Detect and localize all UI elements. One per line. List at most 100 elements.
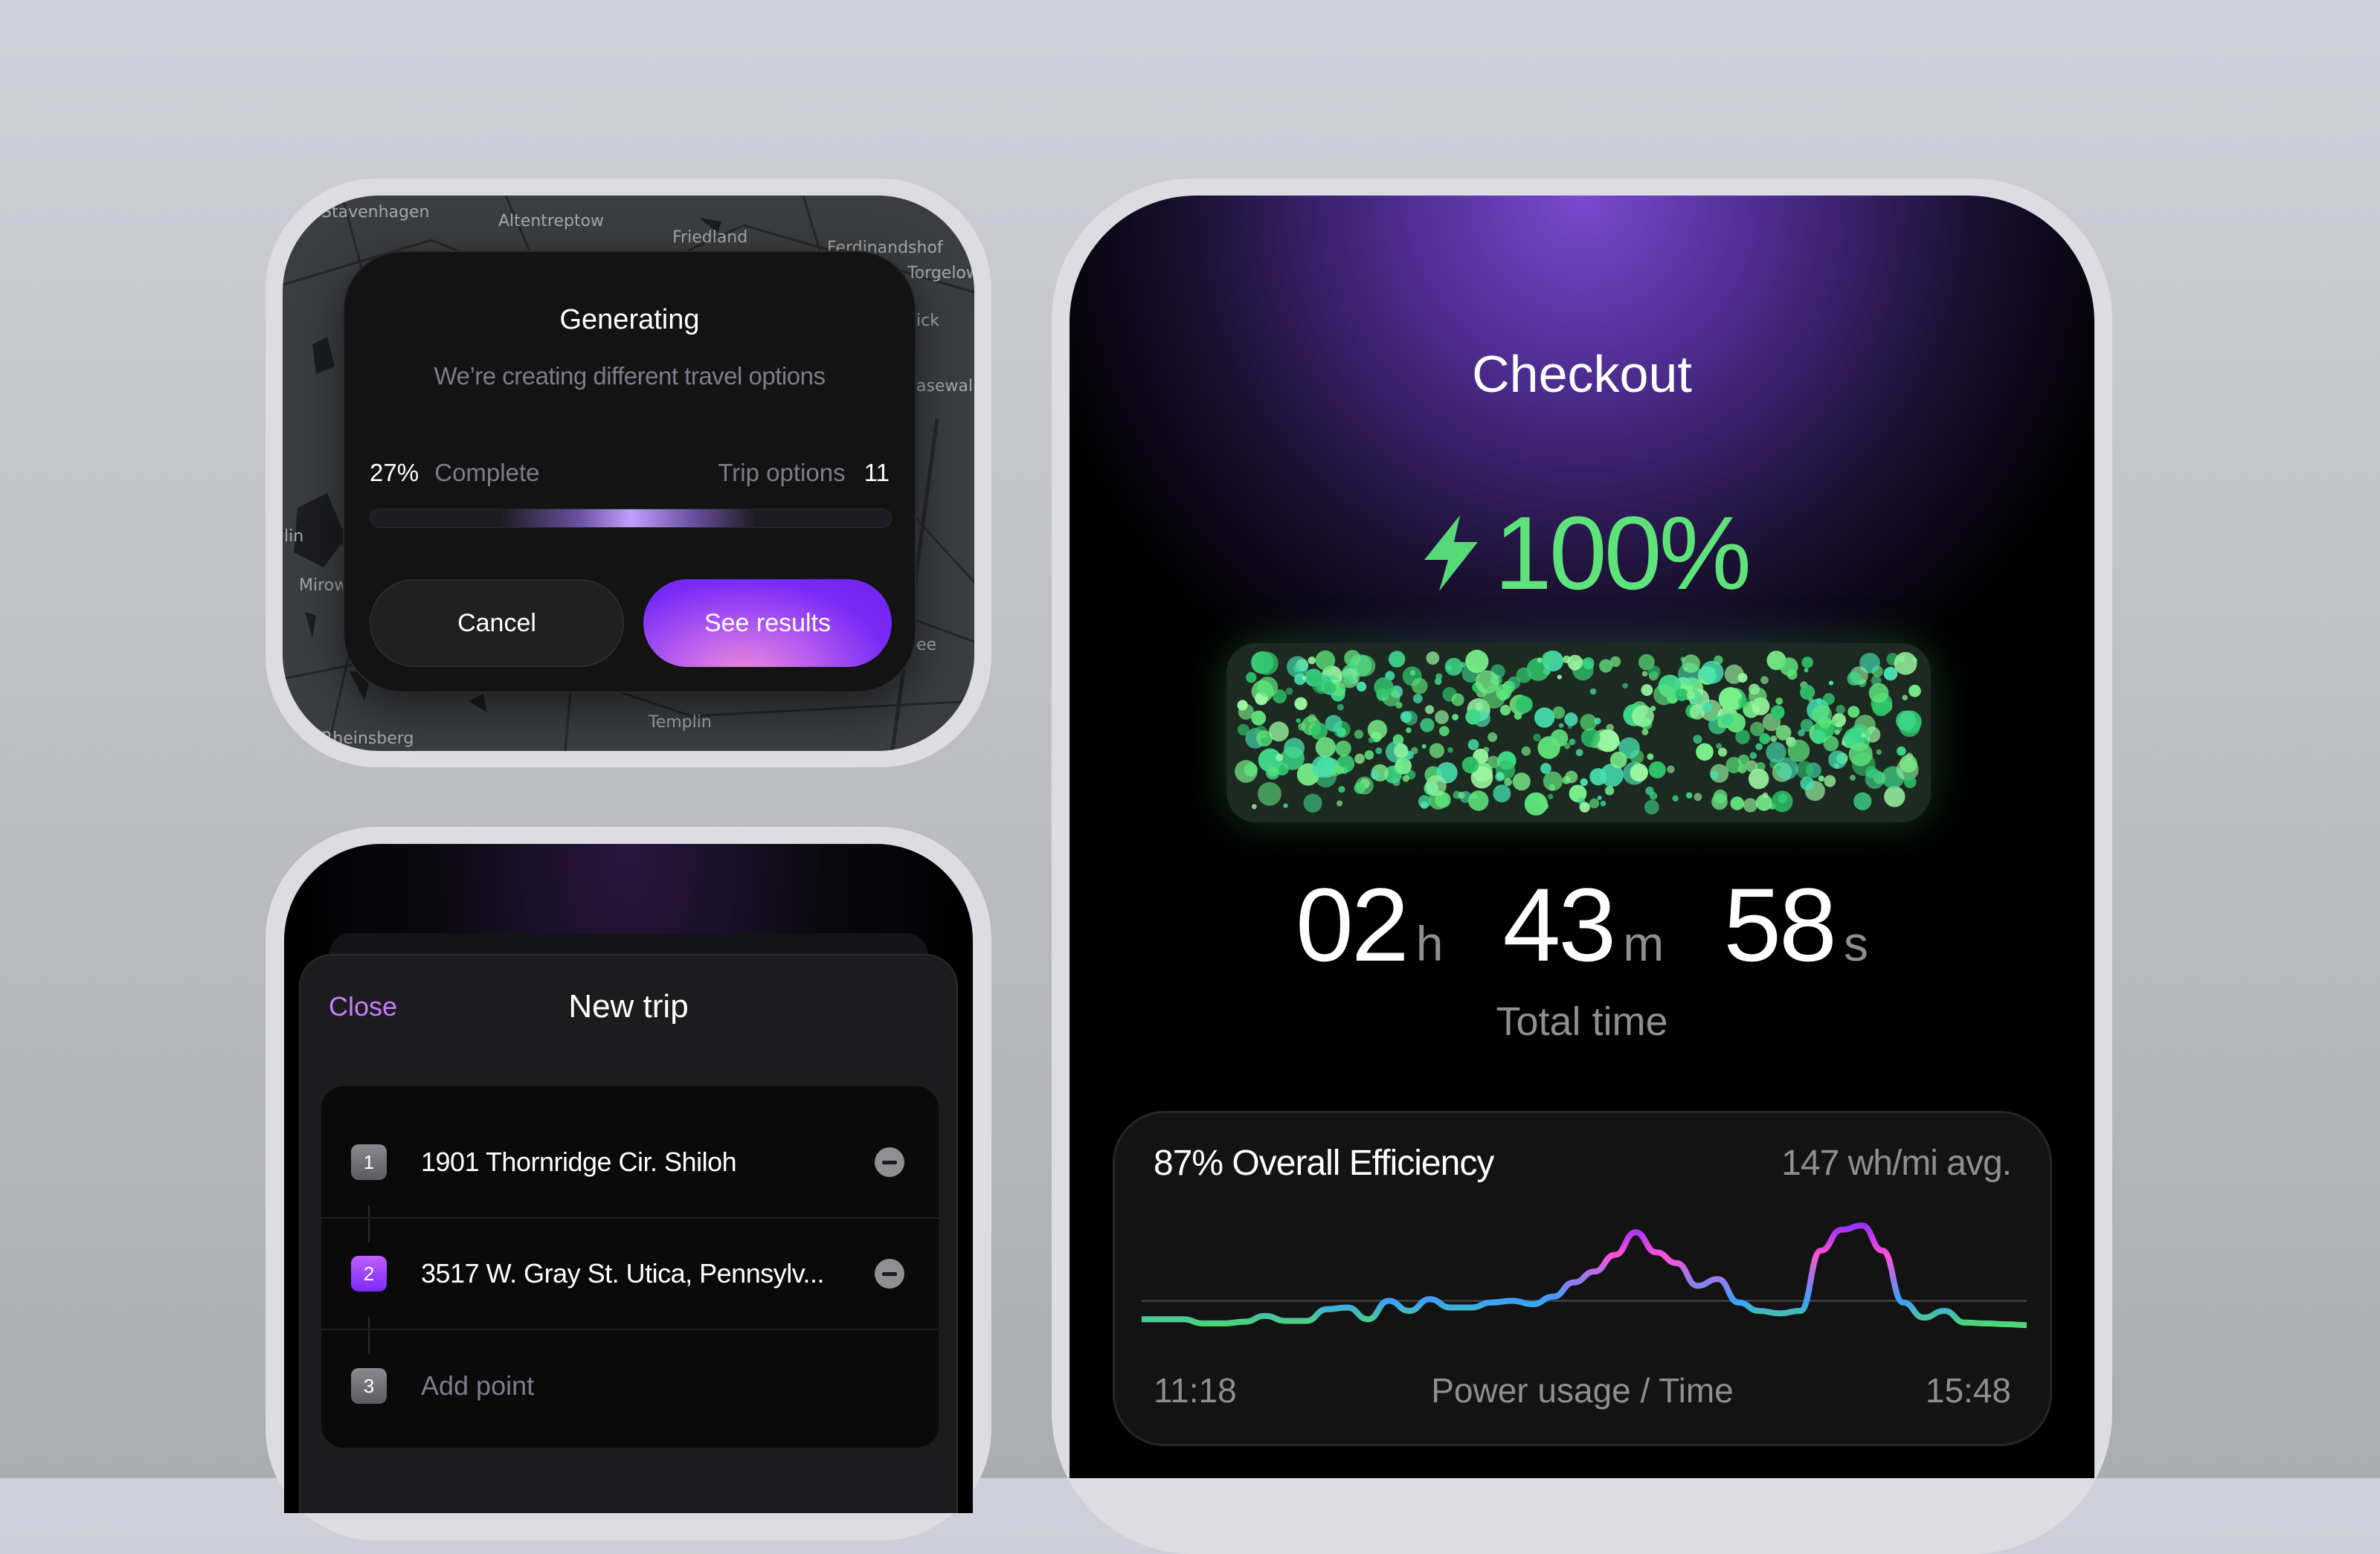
battery-particle <box>1749 752 1757 759</box>
battery-particles <box>1235 649 1922 816</box>
timer-label: Total time <box>1496 999 1668 1044</box>
battery-particle <box>1548 793 1554 800</box>
battery-particle <box>1653 683 1675 706</box>
battery-particle <box>1335 740 1351 757</box>
battery-particle <box>1580 778 1588 787</box>
battery-particle <box>1818 775 1824 782</box>
battery-particle <box>1402 775 1409 782</box>
battery-particle <box>1251 710 1267 726</box>
battery-particle <box>1269 721 1289 742</box>
cancel-button[interactable]: Cancel <box>370 579 624 667</box>
battery-particle <box>1354 655 1376 677</box>
battery-particle <box>1370 770 1380 780</box>
battery-particle <box>1438 726 1450 737</box>
battery-particle <box>1800 684 1815 700</box>
efficiency-card: 87% Overall Efficiency 147 wh/mi avg. 11… <box>1113 1111 2052 1446</box>
battery-particle <box>1558 723 1564 728</box>
battery-particle <box>1693 735 1702 744</box>
battery-particle <box>1434 677 1442 686</box>
battery-particle <box>1412 694 1423 703</box>
battery-particle <box>1667 765 1675 773</box>
battery-particle <box>1596 729 1620 752</box>
battery-particle <box>1876 749 1882 755</box>
battery-particle <box>1641 728 1649 735</box>
battery-particle <box>1861 732 1866 738</box>
battery-particle <box>1541 651 1557 666</box>
trip-point-row[interactable]: 2 3517 W. Gray St. Utica, Pennsylv... <box>321 1219 939 1330</box>
battery-particle <box>1775 765 1781 771</box>
battery-particle <box>1850 775 1856 781</box>
battery-particle <box>1645 786 1654 796</box>
battery-particle <box>1515 695 1533 714</box>
battery-particle <box>1374 677 1394 697</box>
battery-particle <box>1325 715 1342 732</box>
battery-particle <box>1883 666 1898 681</box>
battery-particle <box>1375 747 1383 755</box>
battery-particle <box>1524 792 1548 816</box>
battery-bar <box>1226 643 1931 822</box>
battery-particle <box>1364 750 1374 760</box>
add-point-label: Add point <box>421 1370 535 1401</box>
battery-particle <box>1831 719 1837 726</box>
battery-particle <box>1836 705 1845 715</box>
battery-particle <box>1604 786 1615 796</box>
trip-points-list: 1 1901 Thornridge Cir. Shiloh 2 3517 W. … <box>321 1086 939 1448</box>
battery-particle <box>1310 722 1328 741</box>
battery-particle <box>1872 698 1891 717</box>
battery-percent: 100% <box>1493 494 1752 611</box>
battery-particle <box>1800 718 1814 732</box>
battery-particle <box>1488 732 1498 742</box>
battery-particle <box>1337 703 1344 711</box>
battery-particle <box>1606 723 1614 732</box>
battery-particle <box>1724 664 1744 684</box>
x-end-label: 15:48 <box>1925 1371 2011 1410</box>
battery-particle <box>1267 767 1279 777</box>
battery-particle <box>1337 800 1343 807</box>
trip-point-row[interactable]: 1 1901 Thornridge Cir. Shiloh <box>321 1107 939 1219</box>
close-button[interactable]: Close <box>329 991 398 1022</box>
battery-particle <box>1447 747 1453 753</box>
battery-particle <box>1648 761 1666 778</box>
battery-particle <box>1865 769 1885 789</box>
battery-particle <box>1859 652 1880 674</box>
battery-particle <box>1388 651 1406 668</box>
battery-particle <box>1429 743 1444 758</box>
battery-particle <box>1514 712 1522 720</box>
battery-particle <box>1406 727 1412 733</box>
battery-particle <box>1685 792 1693 799</box>
battery-particle <box>1641 684 1653 697</box>
remove-point-button[interactable] <box>875 1259 904 1289</box>
remove-point-button[interactable] <box>875 1147 904 1177</box>
battery-particle <box>1632 705 1654 727</box>
generating-modal: Generating We’re creating different trav… <box>343 251 916 693</box>
battery-particle <box>1735 729 1750 744</box>
battery-particle <box>1563 742 1571 749</box>
add-point-row[interactable]: 3 Add point <box>321 1330 939 1442</box>
see-results-button[interactable]: See results <box>643 579 892 667</box>
battery-particle <box>1557 674 1562 680</box>
battery-particle <box>1884 786 1905 807</box>
battery-particle <box>1718 687 1743 711</box>
battery-particle <box>1798 729 1805 737</box>
battery-particle <box>1507 676 1521 690</box>
battery-particle <box>1762 792 1769 799</box>
battery-particle <box>1257 676 1279 697</box>
trip-options-label: Trip options <box>718 459 846 486</box>
battery-readout: 100% <box>1070 493 2094 613</box>
battery-particle <box>1716 743 1723 749</box>
battery-particle <box>1748 687 1767 706</box>
timer-minutes: 43 <box>1502 866 1617 983</box>
battery-particle <box>1775 697 1784 705</box>
battery-particle <box>1311 674 1332 694</box>
battery-particle <box>1589 798 1600 809</box>
battery-particle <box>1759 733 1771 744</box>
battery-particle <box>1823 735 1839 752</box>
battery-particle <box>1298 722 1306 731</box>
battery-particle <box>1260 737 1268 744</box>
new-trip-sheet: Close New trip 1 1901 Thornridge Cir. Sh… <box>299 954 958 1513</box>
battery-particle <box>1700 660 1724 684</box>
battery-particle <box>1682 654 1701 673</box>
battery-particle <box>1537 657 1543 663</box>
progress-percent: 27% <box>370 459 419 486</box>
battery-particle <box>1393 743 1409 758</box>
